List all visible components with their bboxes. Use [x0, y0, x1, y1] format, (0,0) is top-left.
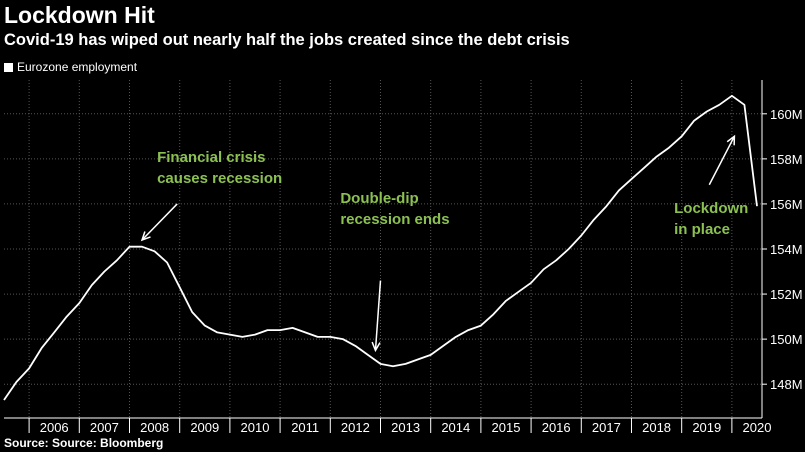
y-tick-label: 154M — [770, 242, 803, 257]
x-tick-label: 2017 — [592, 420, 621, 435]
x-tick-label: 2006 — [40, 420, 69, 435]
x-tick-label: 2014 — [441, 420, 470, 435]
x-tick-label: 2015 — [492, 420, 521, 435]
series-layer — [3, 94, 758, 401]
x-tick-label: 2010 — [241, 420, 270, 435]
annotation-arrow-head — [140, 231, 151, 242]
legend: Eurozone employment — [4, 60, 137, 74]
x-tick-label: 2020 — [743, 420, 772, 435]
x-tick-label: 2009 — [190, 420, 219, 435]
y-tick-label: 148M — [770, 377, 803, 392]
annotation-arrow-shaft — [374, 280, 382, 351]
x-tick-label: 2011 — [291, 420, 319, 435]
x-tick-label: 2012 — [341, 420, 370, 435]
x-tick-label: 2007 — [90, 420, 119, 435]
y-tick-label: 152M — [770, 287, 803, 302]
annotation-text: Double-dip recession ends — [340, 190, 449, 228]
y-tick-label: 150M — [770, 332, 803, 347]
legend-label: Eurozone employment — [17, 60, 138, 74]
y-tick-label: 156M — [770, 197, 803, 212]
source-note: Source: Source: Bloomberg — [4, 436, 164, 450]
chart-title: Lockdown Hit — [4, 2, 155, 28]
grid-lines — [4, 80, 762, 418]
series-line-eurozone-employment — [3, 94, 758, 401]
y-tick-label: 158M — [770, 152, 803, 167]
y-tick-label: 160M — [770, 107, 803, 122]
x-tick-label: 2013 — [391, 420, 420, 435]
x-tick-label: 2008 — [140, 420, 169, 435]
x-tick-label: 2018 — [642, 420, 671, 435]
chart-subtitle: Covid-19 has wiped out nearly half the j… — [4, 31, 570, 49]
axes: 148M 150M 152M 154M 156M 158M 160M 2006 2007 2008… — [4, 80, 803, 435]
x-tick-label: 2016 — [542, 420, 571, 435]
annotation-arrow-shaft — [141, 203, 178, 241]
annotation-arrow-head — [726, 134, 736, 146]
annotation-text: Lockdown in place — [674, 200, 748, 238]
annotations: Financial crisis causes recession Double-d… — [140, 134, 748, 353]
legend-swatch — [4, 62, 13, 72]
annotation-arrow-shaft — [708, 135, 736, 186]
annotation-text: Financial crisis causes recession — [157, 149, 282, 187]
x-tick-label: 2019 — [692, 420, 721, 435]
annotation-arrow-head — [371, 341, 381, 353]
